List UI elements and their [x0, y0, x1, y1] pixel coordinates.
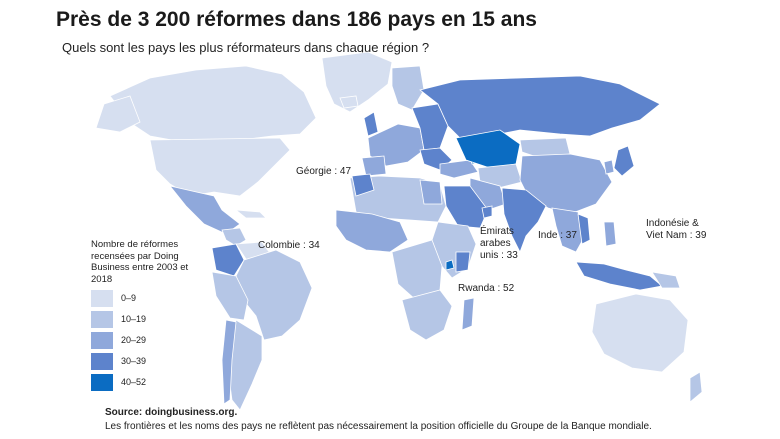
annotation-colombia: Colombie : 34 — [258, 240, 320, 251]
caribbean-region — [234, 209, 267, 219]
central-asia-region — [477, 163, 523, 189]
annotation-india: Inde : 37 — [538, 230, 577, 241]
uk-region — [363, 111, 379, 137]
png-region — [651, 271, 681, 289]
egypt-region — [419, 179, 443, 205]
nz-region — [689, 371, 703, 403]
legend-swatch — [91, 374, 113, 391]
korea-region — [603, 159, 615, 175]
chile-region — [221, 319, 237, 405]
legend-swatch — [91, 332, 113, 349]
spain-region — [361, 155, 387, 177]
legend-label: 30–39 — [121, 356, 147, 366]
central-america-region — [221, 227, 247, 247]
usa-region — [149, 137, 291, 197]
disclaimer-text: Les frontières et les noms des pays ne r… — [105, 421, 652, 432]
annotation-rwanda: Rwanda : 52 — [458, 283, 515, 294]
annotation-georgia: Géorgie : 47 — [296, 166, 352, 177]
russia-region — [419, 75, 661, 139]
annotation-indonesia: Indonésie & Viet Nam : 39 — [646, 218, 707, 241]
legend-swatch — [91, 290, 113, 307]
japan-region — [613, 145, 635, 177]
legend-swatch — [91, 311, 113, 328]
iceland-region — [339, 95, 359, 109]
morocco-region — [351, 173, 375, 197]
central-africa-region — [391, 239, 443, 301]
legend-label: 0–9 — [121, 293, 137, 303]
chart-title: Près de 3 200 réformes dans 186 pays en … — [56, 8, 537, 31]
madagascar-region — [461, 297, 475, 331]
alaska-region — [95, 95, 141, 133]
vietnam-region — [577, 213, 591, 245]
legend-label: 20–29 — [121, 335, 147, 345]
indonesia-region — [575, 261, 663, 291]
india-region — [501, 187, 547, 253]
australia-region — [591, 293, 689, 373]
greenland-region — [321, 51, 393, 113]
china-region — [519, 153, 613, 215]
southern-africa-region — [401, 289, 453, 341]
canada-region — [109, 65, 317, 143]
peru-region — [211, 271, 249, 321]
colombia-region — [211, 243, 245, 277]
kenya-region — [455, 251, 471, 273]
scandinavia-region — [391, 65, 425, 111]
brazil-region — [235, 249, 313, 341]
source-text: Source: doingbusiness.org. — [105, 407, 238, 418]
west-africa-region — [335, 209, 409, 253]
rwanda-region — [445, 259, 455, 271]
uae-region — [481, 205, 493, 219]
turkey-region — [439, 159, 479, 179]
legend-swatch — [91, 353, 113, 370]
southeast-asia-region — [551, 207, 587, 253]
legend-title: Nombre de réformes recensées par Doing B… — [91, 239, 189, 285]
legend-label: 10–19 — [121, 314, 147, 324]
legend-label: 40–52 — [121, 377, 147, 387]
chart-subtitle: Quels sont les pays les plus réformateur… — [62, 40, 430, 55]
annotation-uae: Émirats arabes unis : 33 — [480, 226, 518, 261]
philippines-region — [603, 221, 617, 247]
